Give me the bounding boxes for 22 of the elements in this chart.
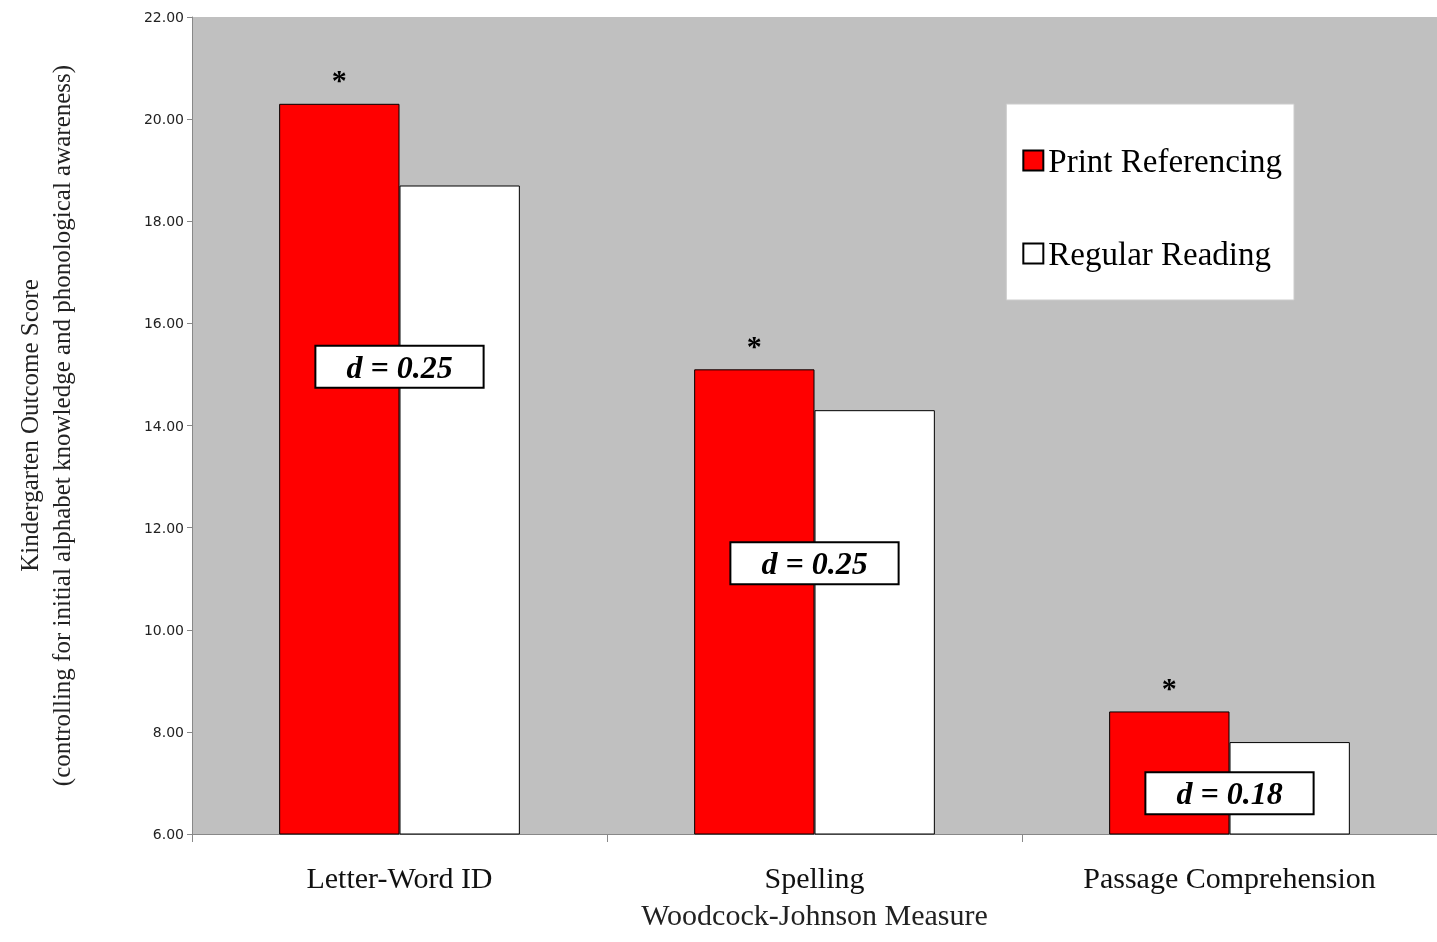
y-tick-label: 16.00 bbox=[143, 315, 184, 332]
y-tick-label: 12.00 bbox=[143, 519, 184, 536]
legend-label: Regular Reading bbox=[1048, 235, 1272, 272]
y-tick-label: 22.00 bbox=[143, 9, 184, 25]
y-axis-title: Kindergarten Outcome Score (controlling for initial alphabet knowledge and phonological awareness) bbox=[15, 64, 76, 787]
y-tick-label: 10.00 bbox=[143, 621, 184, 638]
annotation: d = 0.25 bbox=[346, 348, 453, 385]
annotation: * bbox=[331, 63, 347, 97]
y-tick-label: 14.00 bbox=[143, 417, 184, 434]
annotation: d = 0.25 bbox=[761, 545, 868, 582]
x-tick-label: Passage Comprehension bbox=[1083, 860, 1376, 894]
x-axis-title: Woodcock-Johnson Measure bbox=[641, 897, 988, 931]
y-tick-label: 18.00 bbox=[143, 213, 184, 230]
y-tick-label: 20.00 bbox=[143, 111, 184, 128]
y-tick-label: 8.00 bbox=[152, 723, 184, 740]
annotation: d = 0.18 bbox=[1176, 775, 1283, 812]
legend-label: Print Referencing bbox=[1048, 142, 1283, 179]
annotation: * bbox=[746, 328, 762, 362]
annotation: * bbox=[1161, 670, 1177, 704]
x-tick-label: Letter-Word ID bbox=[306, 860, 493, 894]
x-tick-label: Spelling bbox=[764, 860, 865, 894]
y-tick-label: 6.00 bbox=[152, 826, 184, 842]
